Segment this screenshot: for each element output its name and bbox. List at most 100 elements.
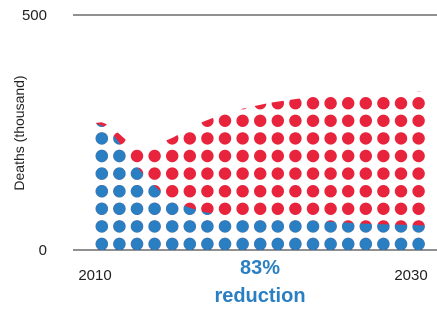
red-dot — [342, 149, 355, 163]
blue-dot — [218, 220, 232, 233]
blue-dot — [306, 220, 320, 233]
red-dot — [183, 132, 196, 145]
blue-dot — [148, 79, 160, 91]
red-dot — [289, 202, 302, 215]
red-dot — [289, 185, 302, 198]
reduction-value: 83% — [239, 257, 281, 279]
red-dot — [271, 97, 284, 110]
red-dot — [166, 149, 179, 163]
blue-dot — [412, 79, 424, 91]
red-dot — [342, 167, 355, 180]
red-dot — [236, 185, 249, 198]
blue-dot — [430, 185, 437, 197]
red-dot — [236, 91, 249, 92]
red-dot — [359, 185, 372, 198]
red-dot — [289, 97, 302, 110]
blue-dot — [113, 237, 126, 250]
red-dot — [201, 132, 214, 145]
red-dot — [342, 97, 355, 110]
blue-dot — [148, 220, 161, 233]
red-dot — [218, 97, 232, 110]
red-dot — [359, 91, 372, 92]
blue-dot — [377, 237, 390, 250]
red-dot — [218, 91, 232, 92]
red-dot — [271, 167, 284, 180]
red-dot — [166, 185, 179, 198]
blue-dot — [148, 123, 161, 128]
red-dot — [430, 185, 437, 197]
red-dot — [430, 79, 437, 91]
red-dot — [254, 149, 267, 163]
blue-dot — [166, 237, 179, 250]
blue-dot — [289, 79, 301, 91]
red-dot — [201, 149, 214, 163]
blue-dot — [324, 79, 336, 91]
blue-dot — [430, 115, 437, 127]
blue-dot — [254, 237, 267, 250]
blue-dot — [183, 123, 197, 128]
red-dot — [166, 97, 179, 110]
red-dot — [394, 132, 408, 145]
blue-dot — [254, 79, 266, 91]
red-dot — [324, 167, 337, 180]
red-dot — [130, 91, 144, 92]
red-dot — [412, 114, 425, 128]
red-dot — [201, 114, 214, 128]
red-dot — [183, 91, 197, 92]
blue-dot — [183, 237, 197, 250]
red-dot — [394, 114, 408, 128]
red-dot — [254, 114, 267, 128]
blue-dot — [236, 220, 249, 233]
x-tick-label-left: 2010 — [78, 267, 111, 284]
blue-dot — [289, 237, 302, 250]
red-dot — [236, 132, 249, 145]
red-dot — [306, 149, 320, 163]
red-dot — [183, 185, 196, 198]
blue-dot — [113, 149, 126, 163]
red-dot — [306, 91, 320, 92]
blue-dot — [95, 185, 109, 198]
red-dot — [183, 114, 196, 128]
blue-dot — [271, 220, 284, 233]
red-dot — [218, 185, 232, 198]
red-dot — [377, 149, 390, 163]
blue-dot — [360, 79, 372, 91]
blue-dot — [96, 79, 108, 91]
red-dot — [324, 114, 337, 128]
blue-dot — [342, 237, 355, 250]
red-dot — [148, 97, 161, 110]
red-dot — [183, 97, 196, 110]
red-dot — [183, 167, 196, 180]
blue-dot — [430, 79, 437, 91]
blue-dot — [430, 150, 437, 162]
red-dot — [201, 91, 214, 92]
red-dot — [377, 185, 390, 198]
red-dot — [377, 97, 390, 110]
blue-dot — [113, 220, 126, 233]
red-dot — [377, 202, 390, 215]
red-dot — [324, 97, 337, 110]
blue-dot — [342, 79, 354, 91]
blue-dot — [131, 79, 143, 91]
blue-dot — [130, 220, 144, 233]
blue-dot — [131, 97, 143, 109]
red-dot — [324, 132, 337, 145]
red-dot — [324, 149, 337, 163]
red-dot — [236, 97, 249, 110]
blue-dot — [236, 79, 248, 91]
blue-dot — [148, 132, 161, 145]
blue-dot — [113, 167, 126, 180]
blue-dot — [394, 237, 408, 250]
blue-dot — [430, 238, 437, 250]
y-tick-label-bottom: 0 — [39, 242, 47, 259]
red-dot — [430, 115, 437, 127]
red-dot — [394, 167, 408, 180]
red-dot — [236, 202, 249, 215]
red-dot — [218, 132, 232, 145]
red-dot — [377, 167, 390, 180]
blue-dot — [430, 132, 437, 144]
blue-dot — [342, 220, 355, 233]
red-dot — [324, 202, 337, 215]
red-dot — [306, 185, 320, 198]
